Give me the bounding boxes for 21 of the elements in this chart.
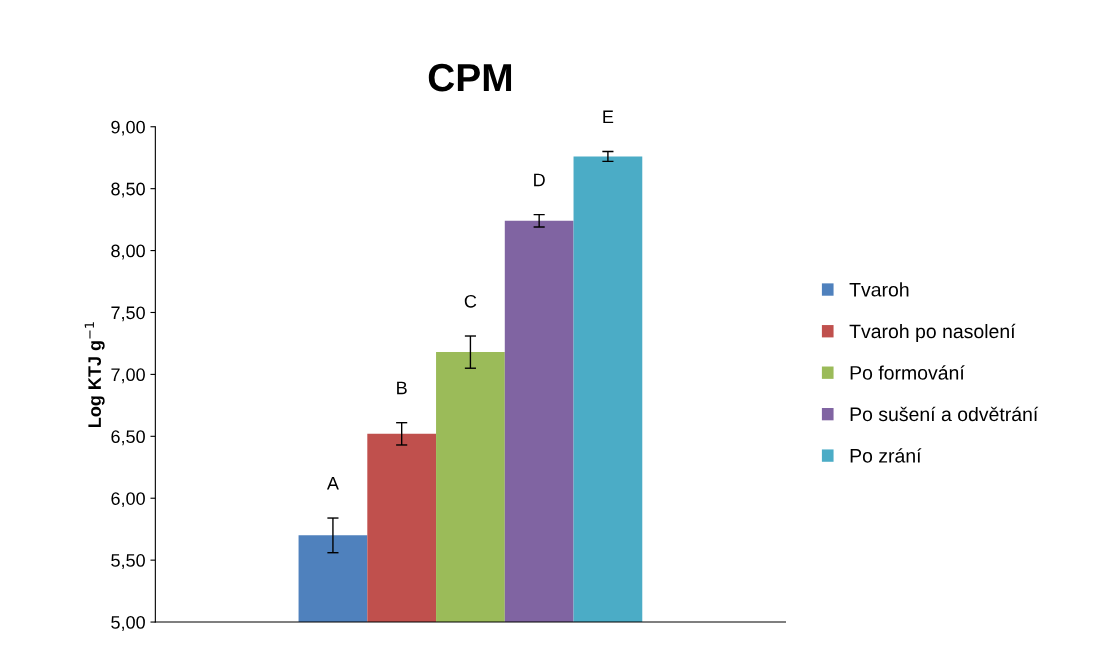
legend-label: Po zrání [850,448,922,463]
y-axis-title: Log KTJ g$^{−1}$ [84,322,105,427]
annotation: B [397,381,407,395]
text: E [603,110,614,123]
annotation: D [534,173,545,187]
chart-title: CPM [428,63,512,92]
legend-label: Po sušení a odvětrání [850,406,1039,422]
legend-label: Po formování [850,365,965,380]
y-tick-label: 5,50 [111,554,145,569]
annotation: A [326,477,339,490]
legend-label: Tvaroh po nasolení [849,323,1016,343]
legend-label: Tvaroh [849,282,909,297]
y-tick-label: 6,50 [111,430,145,446]
y-tick-label: 8,00 [111,244,145,260]
annotation: C [464,294,477,308]
y-tick-label: 7,50 [111,306,145,322]
y-tick-label: 8,50 [111,182,145,198]
y-tick-label: 7,00 [111,368,145,384]
y-tick-label: 5,00 [111,615,145,631]
y-tick-label: 6,00 [111,492,145,508]
y-tick-label: 9,00 [111,120,145,136]
